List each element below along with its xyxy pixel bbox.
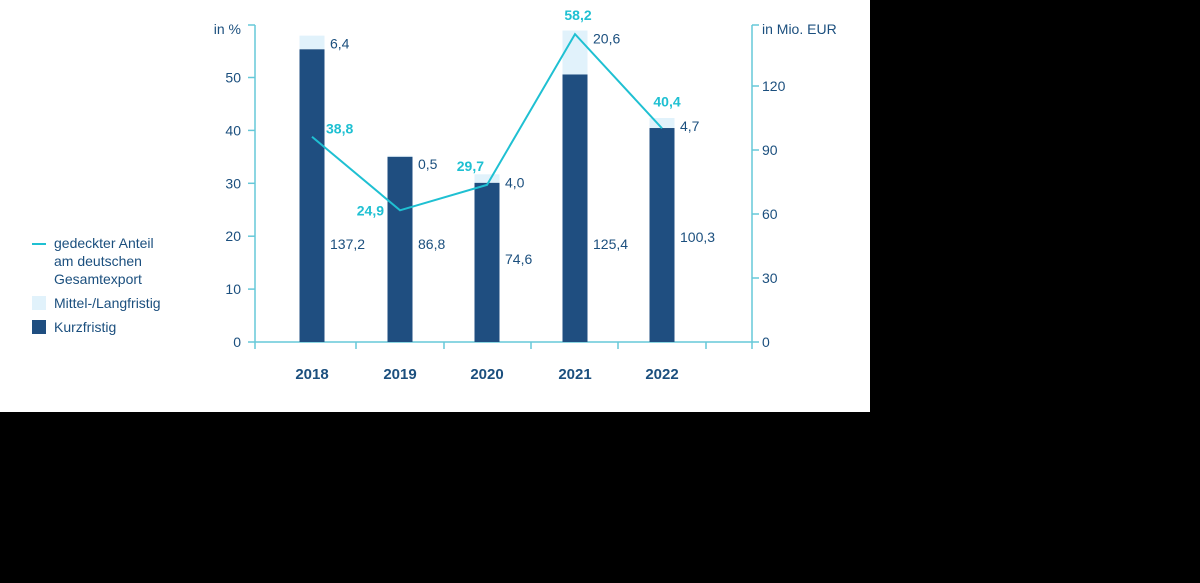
bar-kurzfristig: [474, 182, 500, 342]
x-tick-label: 2019: [383, 366, 416, 383]
label-gedeckter-anteil: 38,8: [326, 121, 353, 137]
label-gedeckter-anteil: 29,7: [457, 158, 484, 174]
left-axis-title: in %: [214, 21, 241, 37]
x-tick-label: 2022: [645, 366, 678, 383]
x-tick-label: 2018: [295, 366, 328, 383]
chart-svg: 0 10 20 30 40 50 in % 0 30 60 90 120 in Mio. EUR 201…: [214, 7, 837, 383]
legend-kurz-swatch: [32, 320, 46, 334]
bar-mittel-langfristig: [387, 155, 413, 157]
label-mittel-langfristig: 0,5: [418, 156, 438, 172]
legend: gedeckter Anteil am deutschen Gesamtexpo…: [30, 234, 224, 342]
bar-mittel-langfristig: [649, 118, 675, 129]
label-kurzfristig: 137,2: [330, 236, 365, 252]
right-tick-label: 90: [762, 142, 778, 158]
legend-kurz-label: Kurzfristig: [54, 319, 117, 335]
right-tick-label: 60: [762, 206, 778, 222]
right-tick-label: 0: [762, 334, 770, 350]
bar-mittel-langfristig: [299, 35, 325, 50]
label-kurzfristig: 100,3: [680, 229, 715, 245]
left-tick-label: 40: [225, 122, 241, 138]
label-kurzfristig: 74,6: [505, 251, 532, 267]
label-mittel-langfristig: 6,4: [330, 36, 350, 52]
legend-item-mittel: Mittel-/Langfristig: [30, 294, 224, 312]
legend-line-label: gedeckter Anteil am deutschen Gesamtexpo…: [54, 235, 154, 287]
right-tick-label: 30: [762, 270, 778, 286]
x-tick-label: 2020: [470, 366, 503, 383]
label-gedeckter-anteil: 40,4: [653, 93, 680, 109]
legend-item-kurz: Kurzfristig: [30, 318, 224, 336]
left-tick-label: 50: [225, 70, 241, 86]
line-gedeckter-anteil: [311, 32, 663, 212]
left-tick-label: 20: [225, 228, 241, 244]
bar-kurzfristig: [649, 128, 675, 342]
label-mittel-langfristig: 20,6: [593, 31, 620, 47]
label-gedeckter-anteil: 24,9: [357, 202, 384, 218]
label-mittel-langfristig: 4,7: [680, 118, 700, 134]
bar-kurzfristig: [562, 74, 588, 342]
right-tick-label: 120: [762, 78, 786, 94]
legend-mittel-label: Mittel-/Langfristig: [54, 295, 161, 311]
chart-panel: 0 10 20 30 40 50 in % 0 30 60 90 120 in Mio. EUR 201…: [0, 0, 870, 412]
left-tick-label: 0: [233, 334, 241, 350]
x-tick-label: 2021: [558, 366, 591, 383]
right-axis-title: in Mio. EUR: [762, 21, 837, 37]
label-mittel-langfristig: 4,0: [505, 174, 525, 190]
label-kurzfristig: 125,4: [593, 236, 628, 252]
legend-item-line: gedeckter Anteil am deutschen Gesamtexpo…: [30, 234, 224, 288]
legend-mittel-swatch: [32, 296, 46, 310]
left-tick-label: 30: [225, 175, 241, 191]
bar-mittel-langfristig: [562, 30, 588, 75]
bar-mittel-langfristig: [474, 174, 500, 183]
bar-kurzfristig: [299, 49, 325, 342]
label-gedeckter-anteil: 58,2: [564, 7, 591, 23]
legend-line-swatch: [32, 243, 46, 245]
label-kurzfristig: 86,8: [418, 236, 445, 252]
left-tick-label: 10: [225, 281, 241, 297]
bar-kurzfristig: [387, 156, 413, 342]
